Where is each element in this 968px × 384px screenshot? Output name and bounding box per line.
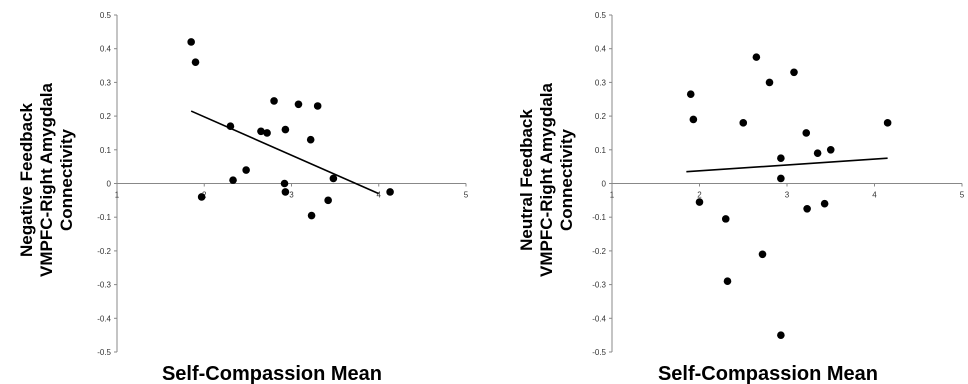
x-tick-label: 3 bbox=[785, 191, 790, 200]
data-point bbox=[803, 204, 811, 213]
data-point bbox=[826, 146, 835, 154]
data-point bbox=[689, 115, 698, 124]
y-axis-label: VMPFC-Right Amygdala bbox=[37, 82, 56, 276]
y-axis-label: Connectivity bbox=[57, 128, 76, 231]
data-point bbox=[294, 100, 303, 109]
data-point bbox=[281, 125, 290, 134]
trendline bbox=[190, 110, 380, 195]
data-point bbox=[790, 68, 798, 77]
y-axis-label: Neutral Feedback bbox=[517, 109, 536, 251]
data-point bbox=[197, 193, 206, 201]
data-point bbox=[723, 277, 732, 286]
y-axis-label: Connectivity bbox=[557, 128, 576, 231]
data-point bbox=[765, 78, 774, 87]
data-point bbox=[257, 127, 265, 136]
data-point bbox=[686, 90, 695, 98]
y-axis-label: VMPFC-Right Amygdala bbox=[537, 82, 556, 276]
x-tick-label: 3 bbox=[289, 191, 294, 200]
y-tick-label: 0.5 bbox=[100, 11, 112, 20]
y-tick-label: -0.3 bbox=[592, 281, 606, 290]
x-axis-label: Self-Compassion Mean bbox=[658, 363, 878, 384]
data-point bbox=[270, 97, 278, 105]
y-tick-label: -0.4 bbox=[592, 314, 606, 323]
chart-neutral-feedback: -0.5 -0.4 -0.3 -0.2 -0.1 0 0.1 0.2 0.3 0.4 0.5 1 2 3 4… bbox=[517, 11, 965, 384]
data-point bbox=[263, 129, 271, 137]
data-point bbox=[820, 199, 829, 208]
data-point bbox=[739, 119, 748, 127]
y-tick-label: -0.3 bbox=[97, 281, 111, 290]
y-tick-label: 0.2 bbox=[100, 112, 112, 121]
y-tick-label: 0.2 bbox=[595, 112, 607, 121]
x-tick-label: 2 bbox=[697, 191, 702, 200]
data-point bbox=[777, 331, 785, 339]
data-point bbox=[229, 176, 237, 184]
y-tick-label: 0.5 bbox=[595, 11, 607, 20]
data-point bbox=[226, 122, 235, 131]
data-point bbox=[307, 211, 316, 220]
x-tick-label: 1 bbox=[115, 191, 120, 200]
x-tick-label: 5 bbox=[960, 191, 965, 200]
y-tick-label: -0.5 bbox=[97, 348, 111, 357]
y-tick-label: 0 bbox=[107, 180, 112, 189]
data-point bbox=[191, 58, 200, 66]
data-point bbox=[324, 196, 332, 205]
data-point bbox=[752, 53, 761, 61]
y-tick-label: 0.1 bbox=[100, 146, 112, 155]
data-point bbox=[721, 215, 730, 223]
chart-negative-feedback: -0.5-0.4-0.3-0.2-0.100.10.20.30.40.51234… bbox=[17, 11, 469, 384]
data-point bbox=[281, 188, 290, 196]
x-tick-label: 4 bbox=[872, 191, 877, 200]
data-point bbox=[777, 174, 785, 183]
x-axis-label: Self-Compassion Mean bbox=[162, 363, 382, 384]
data-point bbox=[280, 179, 289, 188]
y-tick-label: -0.4 bbox=[97, 314, 111, 323]
y-tick-label: 0.3 bbox=[595, 78, 607, 87]
trendline bbox=[686, 157, 888, 173]
data-point bbox=[242, 166, 250, 174]
y-tick-label: 0.4 bbox=[595, 45, 607, 54]
x-tick-label: 5 bbox=[464, 191, 469, 200]
data-point bbox=[187, 38, 195, 46]
y-tick-label: -0.2 bbox=[592, 247, 606, 256]
data-point bbox=[695, 198, 704, 206]
x-tick-label: 4 bbox=[377, 191, 382, 200]
data-point bbox=[802, 129, 811, 137]
y-tick-label: 0 bbox=[602, 180, 607, 189]
y-tick-label: -0.1 bbox=[592, 213, 606, 222]
data-point bbox=[813, 149, 822, 157]
y-axis-label: Negative Feedback bbox=[17, 102, 36, 257]
y-tick-label: -0.1 bbox=[97, 213, 111, 222]
y-tick-label: 0.3 bbox=[100, 78, 112, 87]
data-point bbox=[777, 154, 785, 163]
data-point bbox=[329, 174, 338, 183]
y-tick-label: 0.4 bbox=[100, 45, 112, 54]
data-point bbox=[306, 135, 315, 144]
data-point bbox=[758, 250, 767, 259]
data-point bbox=[313, 102, 322, 110]
y-tick-label: -0.5 bbox=[592, 348, 606, 357]
data-point bbox=[883, 119, 892, 127]
data-point bbox=[386, 188, 394, 196]
y-tick-label: 0.1 bbox=[595, 146, 607, 155]
x-tick-label: 1 bbox=[610, 191, 615, 200]
y-tick-label: -0.2 bbox=[97, 247, 111, 256]
